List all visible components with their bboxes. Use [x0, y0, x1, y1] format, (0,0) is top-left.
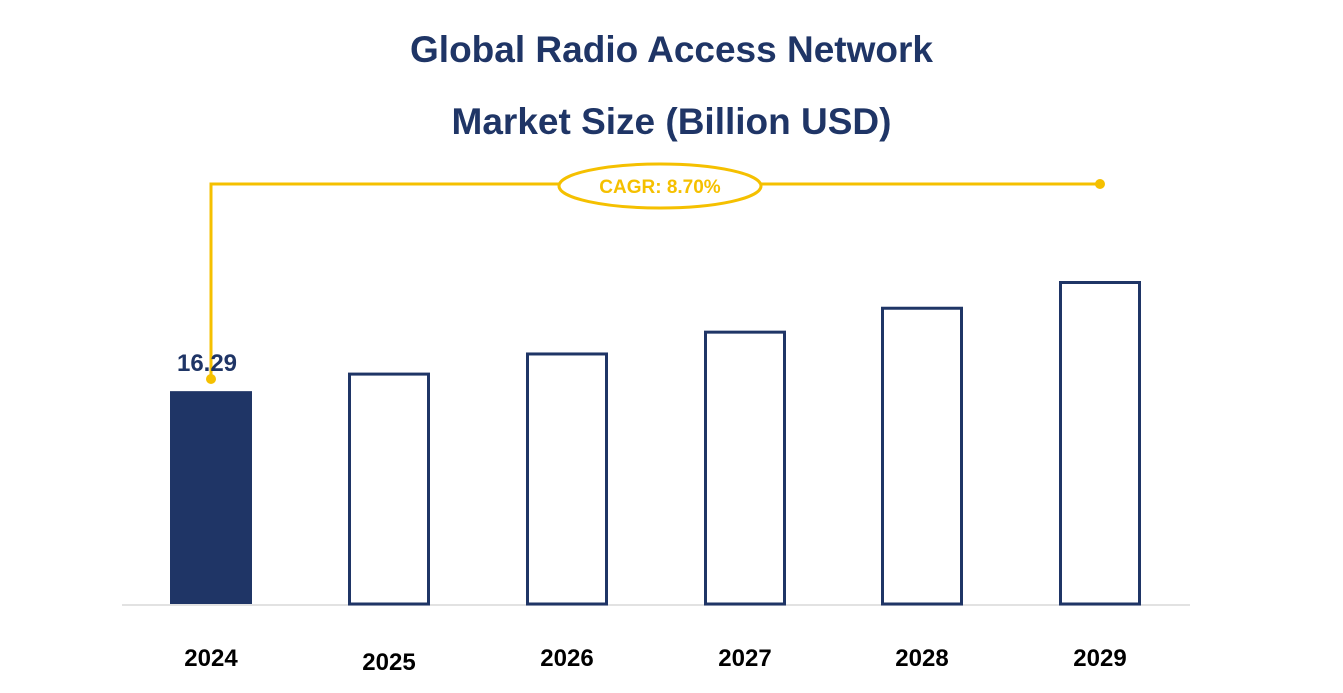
cagr-bracket-line: [209, 182, 1100, 379]
x-tick-label-2026: 2026: [540, 645, 593, 672]
labels-group: 2024 16.29 2025 2026 2027 2028 2029: [177, 350, 1127, 676]
x-tick-label-2024: 2024: [184, 645, 238, 672]
x-tick-label-2028: 2028: [895, 645, 948, 672]
bars-group: [122, 281, 1190, 606]
bar-2025: [348, 372, 430, 606]
cagr-end-dot: [1095, 179, 1105, 189]
x-tick-label-2027: 2027: [718, 645, 771, 672]
bar-2024: [170, 391, 252, 604]
chart-title-line-2: Market Size (Billion USD): [451, 101, 892, 142]
bar-2027: [704, 330, 786, 606]
data-label-2024: 16.29: [177, 350, 237, 377]
x-tick-label-2025: 2025: [362, 649, 415, 676]
chart-title-line-1: Global Radio Access Network: [410, 29, 933, 70]
cagr-label: CAGR: 8.70%: [599, 177, 721, 198]
x-tick-label-2029: 2029: [1073, 645, 1126, 672]
cagr-start-dot: [206, 374, 216, 384]
cagr-badge: [557, 162, 763, 210]
bar-2028: [881, 306, 963, 606]
bar-2029: [1059, 281, 1141, 606]
cagr-annotation: CAGR: 8.70%: [206, 162, 1105, 384]
bar-2026: [526, 352, 608, 606]
